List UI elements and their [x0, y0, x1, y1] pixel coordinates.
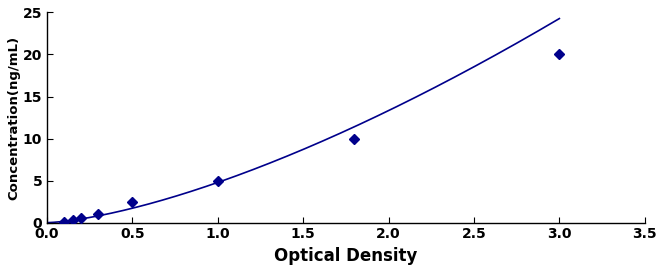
- X-axis label: Optical Density: Optical Density: [274, 247, 418, 265]
- Y-axis label: Concentration(ng/mL): Concentration(ng/mL): [7, 35, 20, 200]
